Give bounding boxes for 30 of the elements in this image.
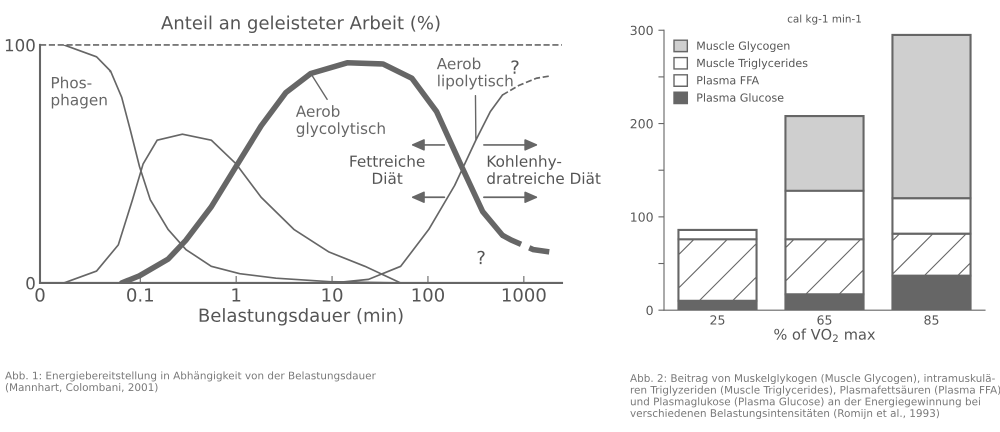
legend-label: Plasma FFA: [697, 76, 760, 84]
legend-label: Muscle Triglycerides: [697, 58, 808, 70]
x-axis-title: Belastungsdauer (min): [200, 308, 403, 326]
x-tick-label: 1000: [502, 288, 546, 302]
annotation: ?: [478, 250, 485, 264]
series-label: Phos- phagen: [52, 76, 107, 108]
x-tick-label: 65: [817, 315, 832, 325]
y-tick-label: 200: [630, 119, 653, 128]
y-axis-title: cal kg-1 min-1: [788, 14, 861, 25]
caption: Abb. 2: Beitrag von Muskelglykogen (Muscle Glycogen), intramuskulä- ren Triglyzeriden (Muscle Triglycerides), Plasmafettsäuren (Plasma FFA) und Plasmaglukose (Plasma Glucose) an der Energiegewinnung bei verschiedenen Belastungsintensitäten (Romijn et al., 1993): [630, 374, 1000, 420]
x-tick-label: 25: [710, 315, 724, 325]
series-label: Aerob lipolytisch: [436, 58, 513, 90]
x-tick-label: 1: [232, 288, 240, 302]
y-axis-title: Anteil an geleisteter Arbeit (%): [161, 16, 440, 34]
legend-label: Aerob glycolytisch: [296, 105, 385, 138]
legend-label: Muscle Glycogen: [697, 41, 790, 52]
y-tick-label: 100: [631, 212, 653, 222]
annotation: ?: [512, 60, 519, 74]
x-tick-label: 100: [412, 288, 444, 302]
caption: Abb. 1: Energiebereitstellung in Abhängigkeit von der Belastungsdauer (Mannhart, Colombani, 2001): [5, 371, 376, 392]
x-tick-label: 0.1: [127, 288, 153, 302]
annotation: Fettreiche Diät: [350, 155, 425, 184]
x-tick-label: 85: [924, 315, 938, 325]
annotation: Kohlenhy- dratreiche Diät: [487, 155, 601, 184]
y-tick-label: 0: [646, 306, 653, 316]
x-tick-label: 10: [322, 288, 342, 302]
x-tick-label: 0: [35, 288, 45, 302]
legend-label: Plasma Glucose: [697, 93, 784, 102]
x-axis-title: % of VO$_{2}$ max: [774, 328, 876, 342]
y-tick-label: 300: [630, 26, 653, 36]
